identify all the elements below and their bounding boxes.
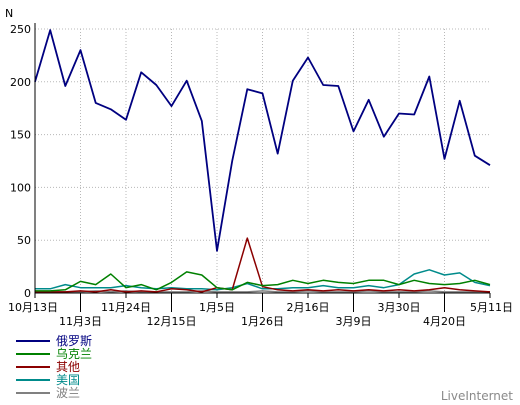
series-line-3 <box>35 269 491 291</box>
legend-label: 其他 <box>56 360 80 374</box>
y-tick-label: 100 <box>10 181 31 194</box>
y-tick-label: 200 <box>10 76 31 89</box>
y-tick-labels: 0 50 100 150 200 250 <box>10 23 31 300</box>
y-tick-label: 50 <box>17 234 31 247</box>
x-tick-label: 4月20日 <box>423 315 466 328</box>
x-tick-label: 3月9日 <box>336 315 372 328</box>
x-tick-label: 11月3日 <box>59 315 102 328</box>
series-line-0 <box>34 29 491 252</box>
legend-label: 俄罗斯 <box>56 334 92 348</box>
legend-label: 波兰 <box>56 386 80 400</box>
x-tick-label: 1月26日 <box>241 315 284 328</box>
series-line-4 <box>35 290 490 293</box>
y-axis-label: N <box>5 7 13 20</box>
series-lines <box>34 29 491 293</box>
axes <box>34 23 491 312</box>
x-tick-label: 2月16日 <box>287 301 330 314</box>
x-tick-label: 5月11日 <box>470 301 513 314</box>
x-tick-label: 3月30日 <box>378 301 421 314</box>
y-tick-label: 150 <box>10 129 31 142</box>
y-tick-label: 250 <box>10 23 31 36</box>
x-tick-label: 10月13日 <box>8 301 58 314</box>
grid-lines <box>35 28 490 293</box>
legend-label: 乌克兰 <box>56 346 92 361</box>
legend-label: 美国 <box>56 373 80 387</box>
watermark: LiveInternet <box>441 389 513 403</box>
x-tick-label: 11月24日 <box>101 301 151 314</box>
series-line-2 <box>35 237 491 293</box>
series-line-1 <box>35 271 491 292</box>
x-tick-label: 1月5日 <box>199 301 235 314</box>
x-tick-label: 12月15日 <box>147 315 197 328</box>
y-tick-label: 0 <box>24 287 31 300</box>
